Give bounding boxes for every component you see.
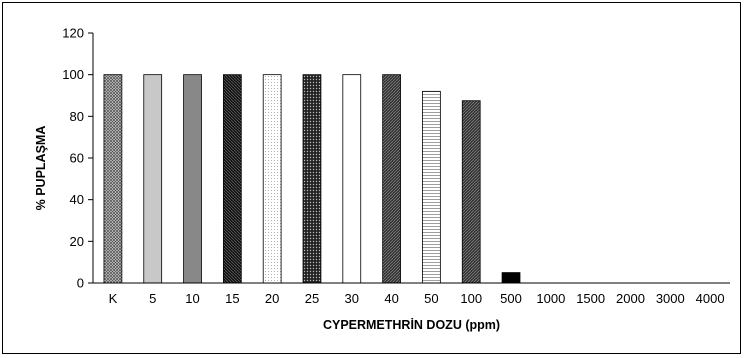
bar-10: [183, 74, 202, 284]
bar-500: [501, 272, 521, 284]
x-tick-label: 100: [460, 291, 482, 306]
y-tick-label: 80: [70, 109, 84, 124]
bar-40: [382, 74, 401, 284]
bar-15: [222, 74, 242, 284]
bar-20: [262, 74, 282, 284]
y-tick-label: 0: [77, 276, 84, 291]
x-tick-label: 3000: [656, 291, 685, 306]
x-tick-label: 40: [384, 291, 398, 306]
x-tick-label: 25: [305, 291, 319, 306]
bar-5: [143, 74, 163, 284]
bar-100: [461, 100, 481, 284]
x-tick-label: 1500: [576, 291, 605, 306]
bars: [103, 74, 521, 284]
x-tick-label: 5: [149, 291, 156, 306]
y-axis-ticks: 0 20 40 60 80 100 120: [62, 26, 93, 291]
x-tick-label: 4000: [696, 291, 725, 306]
y-tick-label: 40: [70, 192, 84, 207]
y-axis-title: % PUPLAŞMA: [34, 126, 48, 211]
bar-30: [342, 74, 362, 284]
x-tick-label: 50: [424, 291, 438, 306]
x-tick-label: 10: [185, 291, 199, 306]
y-tick-label: 100: [62, 67, 84, 82]
x-tick-label: 500: [500, 291, 522, 306]
y-tick-label: 20: [70, 234, 84, 249]
x-tick-label: 30: [345, 291, 359, 306]
x-axis-ticks: K 5 10 15 20 25 30 40 50 100 500 1000 1500 2000 3000 40…: [109, 291, 725, 306]
x-tick-label: K: [109, 291, 118, 306]
bar-K: [103, 74, 123, 284]
y-tick-label: 60: [70, 151, 84, 166]
x-tick-label: 2000: [616, 291, 645, 306]
x-axis-title: CYPERMETHRİN DOZU (ppm): [323, 317, 500, 332]
x-tick-label: 1000: [536, 291, 565, 306]
x-tick-label: 20: [265, 291, 279, 306]
y-tick-label: 120: [62, 26, 84, 41]
bar-25: [302, 74, 322, 284]
bar-50: [422, 90, 441, 284]
x-tick-label: 15: [225, 291, 239, 306]
chart-frame: [2, 2, 741, 354]
